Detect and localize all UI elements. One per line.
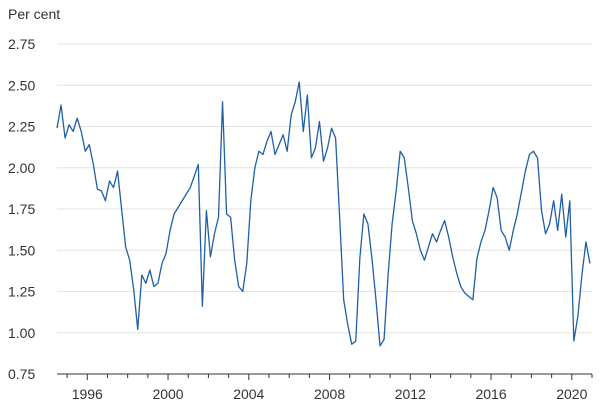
y-tick-label: 1.00 (8, 325, 35, 341)
y-tick-label: 2.25 (8, 119, 35, 135)
grid-lines (57, 43, 592, 334)
x-axis: 1996 2000 2004 2008 2012 2016 2020 (57, 373, 593, 402)
x-tick-label: 2016 (475, 386, 506, 402)
x-tick-label: 1996 (72, 386, 103, 402)
y-tick-labels: 0.75 1.00 1.25 1.50 1.75 2.00 2.25 2.50 2.75 (8, 36, 35, 382)
x-tick-label: 2004 (233, 386, 264, 402)
series-line (56, 81, 591, 347)
y-tick-label: 2.50 (8, 77, 35, 93)
y-tick-label: 2.75 (8, 36, 35, 52)
y-tick-label: 2.00 (8, 160, 35, 176)
y-tick-label: 0.75 (8, 366, 35, 382)
series-layer (56, 81, 591, 347)
y-tick-label: 1.25 (8, 284, 35, 300)
x-tick-label: 2008 (314, 386, 345, 402)
y-tick-label: 1.75 (8, 201, 35, 217)
x-tick-label: 2000 (152, 386, 183, 402)
x-tick-label: 2020 (556, 386, 587, 402)
y-axis-title: Per cent (8, 6, 61, 22)
y-tick-label: 1.50 (8, 242, 35, 258)
x-tick-label: 2012 (395, 386, 426, 402)
